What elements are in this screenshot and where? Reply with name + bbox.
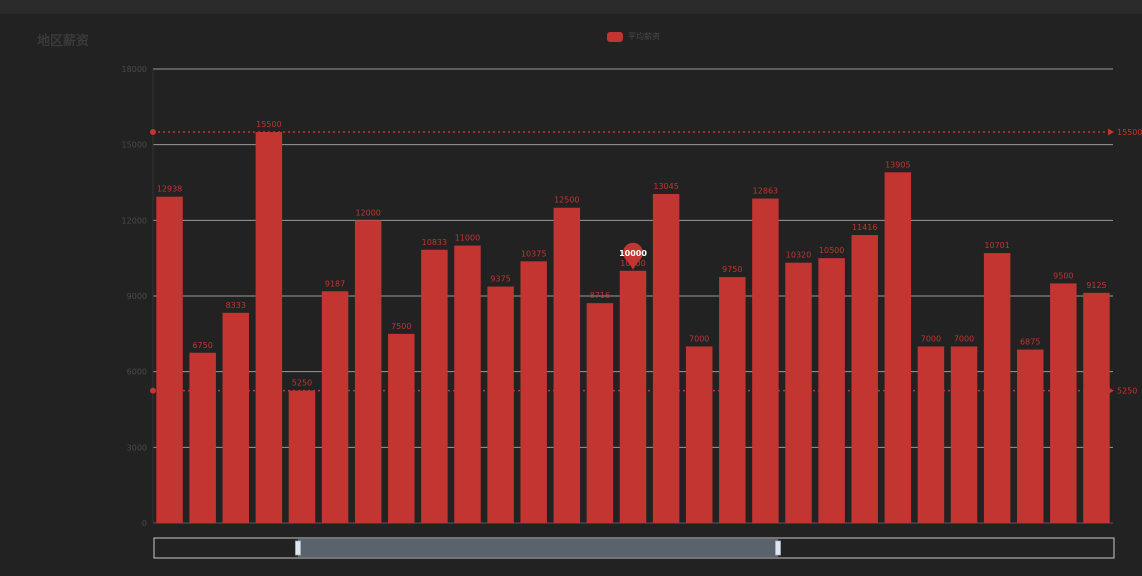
bar (189, 352, 216, 523)
data-label: 9125 (1086, 281, 1106, 290)
bar (222, 312, 249, 523)
bar (752, 198, 779, 523)
bar (884, 172, 912, 523)
data-label: 8716 (590, 291, 610, 300)
data-label: 9500 (1053, 271, 1073, 280)
bar (487, 286, 514, 523)
data-zoom-window[interactable] (298, 539, 778, 557)
data-label: 13045 (653, 182, 678, 191)
bar (851, 235, 878, 523)
data-label: 9750 (722, 265, 742, 274)
legend-swatch (607, 31, 623, 42)
bar (454, 245, 481, 524)
data-label: 11416 (852, 223, 877, 232)
data-label: 7000 (921, 334, 941, 343)
mark-line-max-label: 15500 (1117, 128, 1142, 137)
y-tick-label: 0 (142, 519, 147, 528)
data-label: 10833 (422, 238, 447, 247)
bar (321, 291, 349, 523)
data-label: 8333 (226, 301, 246, 310)
bar (288, 390, 316, 523)
legend-label: 平均薪资 (628, 32, 660, 41)
bar (586, 303, 614, 523)
mark-point-label: 10000 (619, 249, 647, 258)
bar (421, 249, 448, 523)
top-bar (0, 0, 1142, 14)
data-label: 10701 (984, 241, 1009, 250)
bar (520, 261, 547, 523)
bar (950, 346, 978, 523)
data-label: 6750 (192, 341, 212, 350)
bar (719, 277, 746, 523)
legend[interactable]: 平均薪资 (607, 31, 660, 42)
data-label: 7500 (391, 322, 411, 331)
chart-title: 地区薪资 (37, 34, 90, 49)
bar (1017, 349, 1044, 523)
data-label: 12500 (554, 196, 579, 205)
data-label: 9375 (490, 275, 510, 284)
data-label: 13905 (885, 160, 910, 169)
y-tick-label: 15000 (122, 141, 147, 150)
data-label: 12000 (355, 208, 380, 217)
y-tick-label: 3000 (127, 443, 147, 452)
bar (652, 193, 680, 523)
y-tick-label: 9000 (127, 292, 147, 301)
mark-line-max-arrow (1108, 128, 1114, 136)
data-label: 6875 (1020, 338, 1040, 347)
bar (917, 346, 945, 523)
bar (983, 253, 1011, 524)
bar (619, 270, 647, 523)
data-label: 15500 (256, 120, 281, 129)
data-label: 5250 (292, 379, 312, 388)
y-tick-label: 18000 (122, 65, 147, 74)
bar (785, 262, 812, 523)
bar (818, 258, 845, 523)
bar (354, 220, 382, 524)
mark-line-min-label: 5250 (1117, 387, 1137, 396)
bar (388, 333, 415, 523)
bar (156, 196, 183, 523)
bar (685, 346, 713, 523)
data-label: 7000 (954, 334, 974, 343)
data-label: 11000 (455, 234, 480, 243)
data-label: 10500 (819, 246, 844, 255)
data-zoom-track (153, 537, 1115, 559)
data-label: 10375 (521, 249, 546, 258)
mark-line-min-arrow (1108, 387, 1114, 395)
bar (1083, 292, 1110, 523)
bar (255, 132, 283, 524)
bar (553, 207, 581, 523)
data-label: 12863 (753, 187, 778, 196)
bar (1050, 283, 1077, 523)
data-label: 10320 (786, 251, 811, 260)
data-zoom-handle-start[interactable] (295, 540, 301, 556)
y-tick-label: 12000 (122, 216, 147, 225)
data-label: 7000 (689, 334, 709, 343)
data-zoom-handle-end[interactable] (775, 540, 781, 556)
data-label: 12938 (157, 185, 182, 194)
data-label: 9187 (325, 279, 345, 288)
y-tick-label: 6000 (127, 368, 147, 377)
mark-point-pin (623, 242, 643, 270)
